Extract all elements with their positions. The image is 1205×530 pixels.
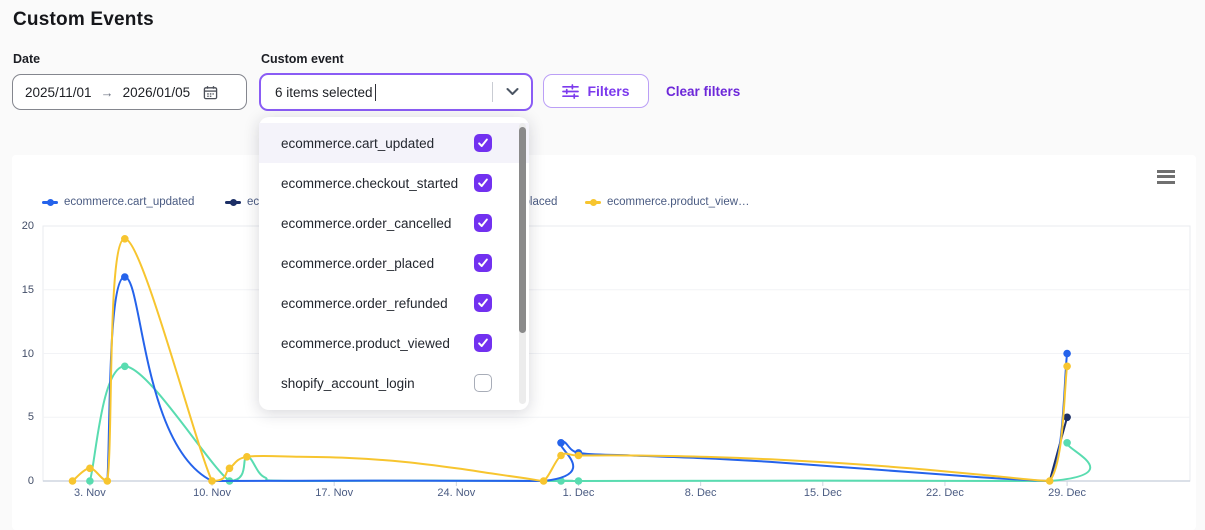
legend-label: ecommerce.cart_updated xyxy=(64,196,195,208)
dropdown-option[interactable]: ecommerce.cart_updated xyxy=(259,123,529,163)
custom-event-field-label: Custom event xyxy=(261,52,344,66)
dropdown-scrollbar-thumb[interactable] xyxy=(519,127,526,333)
checkbox-checked-icon[interactable] xyxy=(474,334,492,352)
filters-button-label: Filters xyxy=(587,83,630,99)
checkbox-checked-icon[interactable] xyxy=(474,134,492,152)
dropdown-scrollbar-track[interactable] xyxy=(519,123,526,404)
y-axis-tick-label: 0 xyxy=(27,475,34,487)
dropdown-option[interactable]: ecommerce.checkout_started xyxy=(259,163,529,203)
select-divider xyxy=(492,82,493,102)
date-end-value[interactable]: 2026/01/05 xyxy=(122,84,191,100)
dropdown-option-label: ecommerce.product_viewed xyxy=(281,335,450,351)
chart-legend: ecommerce.cart_updatedecommerce.checkout… xyxy=(0,196,1205,212)
dropdown-option[interactable]: ecommerce.order_cancelled xyxy=(259,203,529,243)
y-axis-tick-label: 5 xyxy=(27,411,34,424)
y-axis-tick-label: 15 xyxy=(21,283,34,296)
dropdown-option-label: ecommerce.order_refunded xyxy=(281,295,448,311)
page-title: Custom Events xyxy=(13,9,154,30)
checkbox-checked-icon[interactable] xyxy=(474,214,492,232)
chevron-down-icon[interactable] xyxy=(505,85,520,101)
y-axis-tick-label: 20 xyxy=(21,220,34,232)
text-cursor xyxy=(374,83,377,101)
checkbox-checked-icon[interactable] xyxy=(474,174,492,192)
checkbox-unchecked[interactable] xyxy=(474,374,492,392)
date-start-value[interactable]: 2025/11/01 xyxy=(25,84,92,100)
y-axis-tick-label: 10 xyxy=(21,347,34,360)
legend-item[interactable]: ecommerce.cart_updated xyxy=(42,196,194,208)
x-axis-tick-label: 10. Nov xyxy=(193,487,232,499)
dropdown-option[interactable]: ecommerce.product_viewed xyxy=(259,323,529,363)
date-field-label: Date xyxy=(13,52,41,66)
custom-event-select-value: 6 items selected xyxy=(275,84,373,100)
clear-filters-link[interactable]: Clear filters xyxy=(666,84,741,99)
legend-marker-icon xyxy=(42,198,58,207)
dropdown-option[interactable]: shopify_account_login xyxy=(259,363,529,403)
legend-marker-icon xyxy=(585,198,601,207)
x-axis-tick-label: 1. Dec xyxy=(562,487,595,499)
dropdown-options: ecommerce.cart_updated ecommerce.checkout… xyxy=(259,117,529,403)
dropdown-option-label: ecommerce.order_cancelled xyxy=(281,215,452,231)
custom-event-select[interactable]: 6 items selected xyxy=(259,73,533,111)
x-axis-tick-label: 3. Nov xyxy=(73,487,106,499)
legend-label: ecommerce.product_view… xyxy=(607,196,750,208)
x-axis-tick-label: 15. Dec xyxy=(803,487,842,499)
dropdown-option[interactable]: ecommerce.order_refunded xyxy=(259,283,529,323)
dropdown-option-label: shopify_account_login xyxy=(281,375,415,391)
legend-item[interactable]: ecommerce.product_view… xyxy=(585,196,750,208)
legend-marker-icon xyxy=(225,198,241,207)
x-axis-tick-label: 8. Dec xyxy=(684,487,717,499)
dropdown-option-label: ecommerce.checkout_started xyxy=(281,175,459,191)
filters-button[interactable]: Filters xyxy=(543,74,649,108)
date-range-input[interactable]: 2025/11/01 → 2026/01/05 xyxy=(12,74,247,110)
checkbox-checked-icon[interactable] xyxy=(474,254,492,272)
sliders-icon xyxy=(562,83,580,99)
calendar-icon[interactable] xyxy=(203,85,218,100)
x-axis-tick-label: 17. Nov xyxy=(315,487,354,499)
dropdown-option-label: ecommerce.cart_updated xyxy=(281,135,435,151)
dropdown-option-label: ecommerce.order_placed xyxy=(281,255,435,271)
x-axis-tick-label: 29. Dec xyxy=(1048,487,1087,499)
arrow-right-icon: → xyxy=(100,84,114,100)
x-axis-tick-label: 22. Dec xyxy=(925,487,964,499)
x-axis-tick-label: 24. Nov xyxy=(437,487,476,499)
hamburger-menu-icon[interactable] xyxy=(1157,167,1175,186)
custom-event-dropdown: ecommerce.cart_updated ecommerce.checkout… xyxy=(259,117,529,410)
dropdown-option[interactable]: ecommerce.order_placed xyxy=(259,243,529,283)
checkbox-checked-icon[interactable] xyxy=(474,294,492,312)
